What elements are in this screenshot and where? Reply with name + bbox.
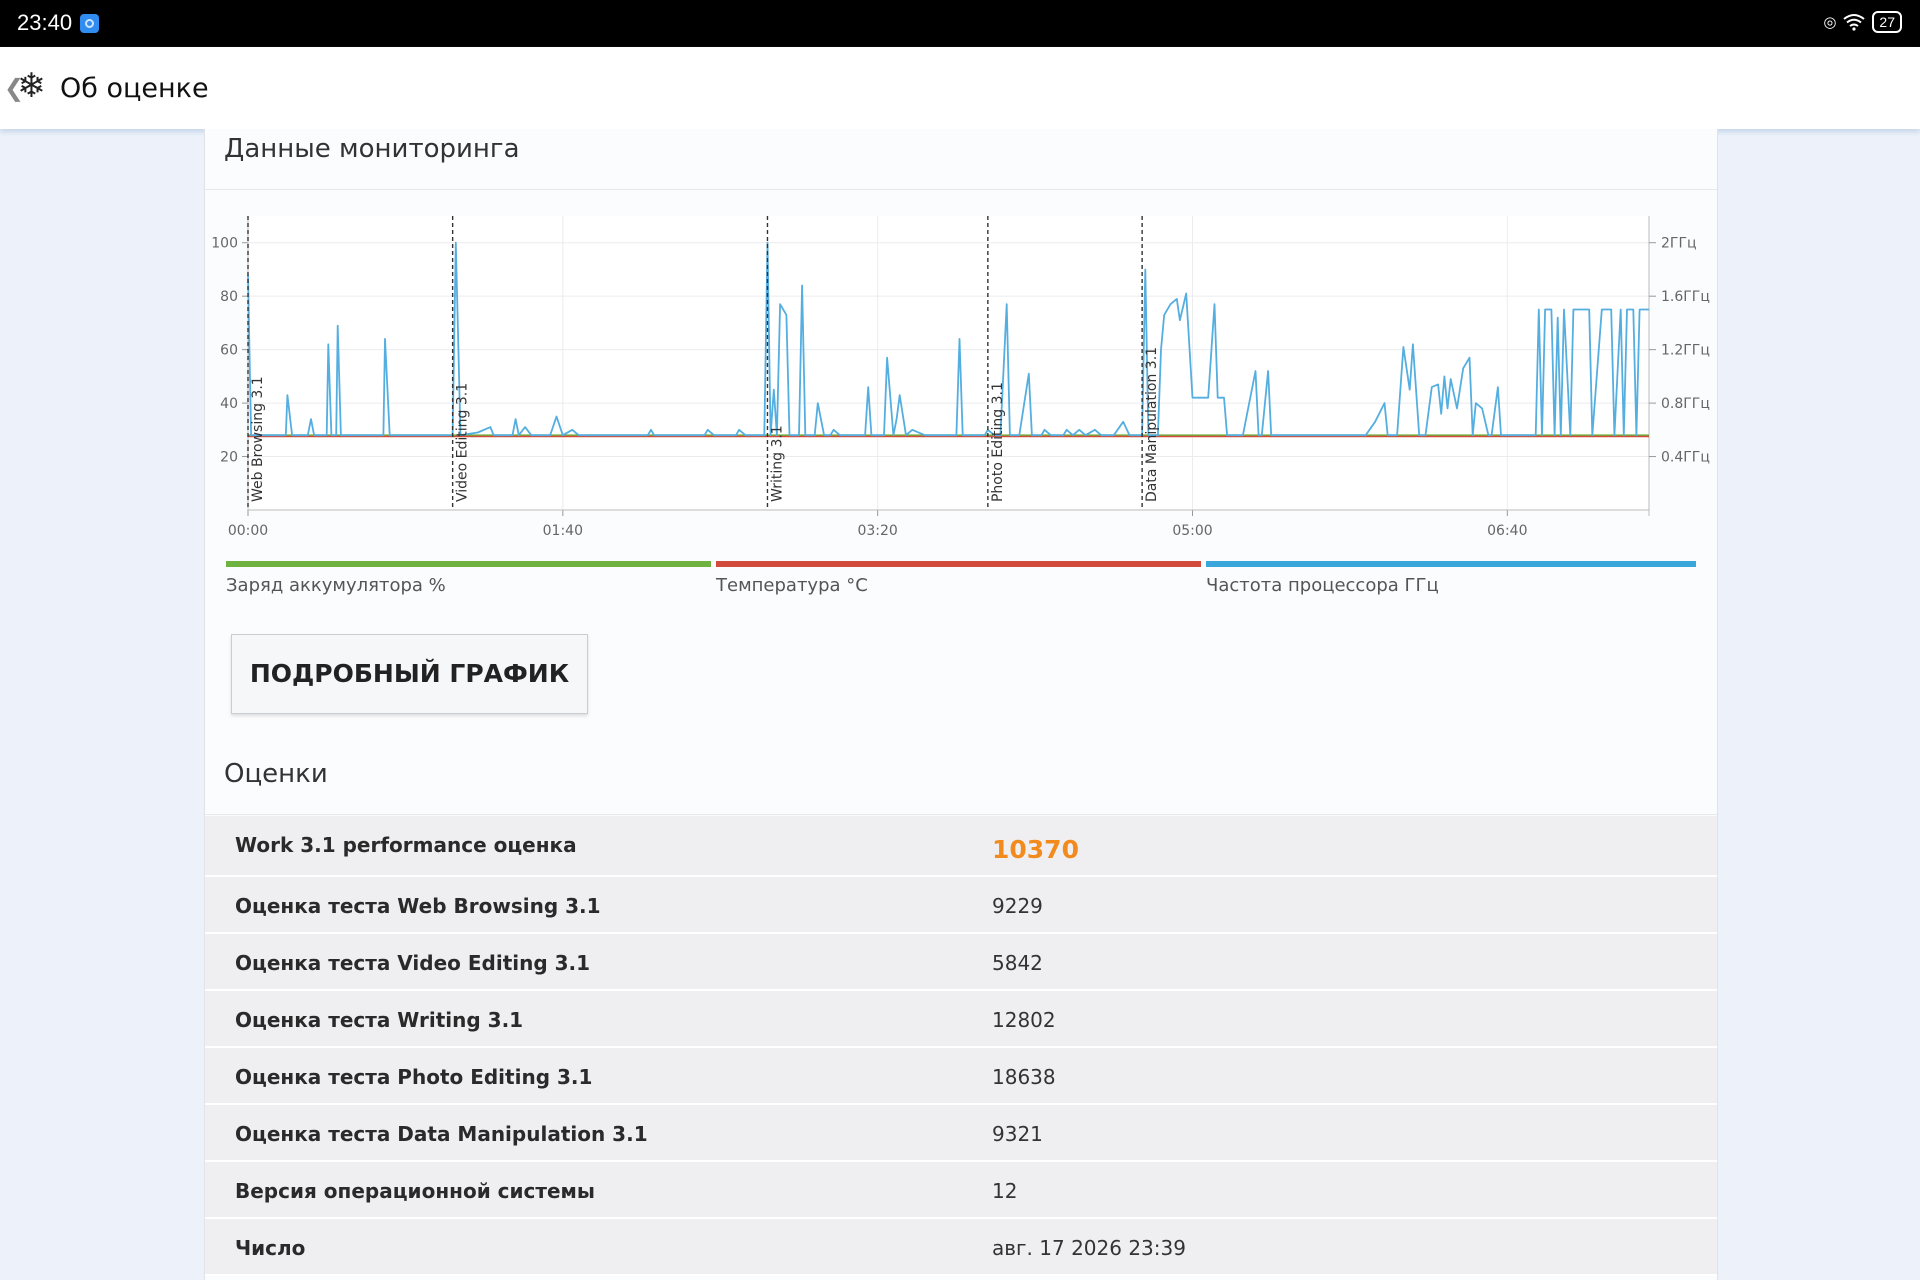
snowflake-icon[interactable]: ❄ — [17, 66, 46, 106]
page-title: Об оценке — [60, 73, 209, 104]
score-value: 9321 — [992, 1122, 1043, 1146]
y-tick-label: 40 — [220, 396, 238, 412]
score-value: 12802 — [992, 1008, 1056, 1032]
y-tick-label: 80 — [220, 289, 238, 305]
score-row: Оценка теста Web Browsing 3.1 9229 — [205, 877, 1717, 934]
wifi-icon — [1843, 14, 1866, 31]
score-row: Оценка теста Photo Editing 3.1 18638 — [205, 1048, 1717, 1105]
y-tick-label: 100 — [211, 236, 238, 252]
legend-battery-label: Заряд аккумулятора % — [226, 575, 446, 596]
score-row: Оценка теста Data Manipulation 3.1 9321 — [205, 1105, 1717, 1162]
test-marker-label: Web Browsing 3.1 — [250, 376, 266, 502]
status-time: 23:40 — [17, 10, 73, 35]
status-bar: 23:40 ◎ 27 — [0, 0, 1920, 47]
y-right-tick-label: 1.6ГГц — [1661, 289, 1710, 305]
score-label: Оценка теста Web Browsing 3.1 — [235, 894, 601, 918]
legend-cpu-frequency-label: Частота процессора ГГц — [1206, 575, 1439, 596]
detailed-chart-button[interactable]: ПОДРОБНЫЙ ГРАФИК — [231, 634, 588, 714]
score-row: Число авг. 17 2026 23:39 — [205, 1219, 1717, 1276]
back-chevron-icon[interactable]: ❮ — [4, 74, 25, 102]
legend-temperature: Температура °C — [716, 561, 1201, 596]
nfc-icon: ◎ — [1823, 13, 1837, 31]
score-value: авг. 17 2026 23:39 — [992, 1236, 1186, 1260]
score-value: 18638 — [992, 1065, 1056, 1089]
test-marker-label: Photo Editing 3.1 — [990, 382, 1006, 502]
test-marker-label: Data Manipulation 3.1 — [1144, 347, 1160, 502]
battery-icon: 27 — [1872, 11, 1902, 33]
divider — [205, 814, 1717, 815]
legend-battery: Заряд аккумулятора % — [226, 561, 711, 596]
series-line-cpu-frequency — [247, 241, 1649, 437]
score-row-overall: Work 3.1 performance оценка 10370 — [205, 816, 1717, 877]
score-value: 9229 — [992, 894, 1043, 918]
legend-cpu-frequency: Частота процессора ГГц — [1206, 561, 1696, 596]
y-tick-label: 20 — [220, 450, 238, 466]
y-right-tick-label: 0.8ГГц — [1661, 396, 1710, 412]
scores-table: Work 3.1 performance оценка 10370 Оценка… — [205, 816, 1717, 1276]
score-row: Оценка теста Video Editing 3.1 5842 — [205, 934, 1717, 991]
y-right-tick-label: 1.2ГГц — [1661, 343, 1710, 359]
x-tick-label: 01:40 — [543, 523, 583, 539]
notification-app-icon — [80, 14, 99, 33]
test-marker-label: Video Editing 3.1 — [455, 383, 471, 502]
scores-title: Оценки — [224, 759, 328, 789]
score-value: 5842 — [992, 951, 1043, 975]
y-right-tick-label: 0.4ГГц — [1661, 450, 1710, 466]
x-tick-label: 05:00 — [1172, 523, 1212, 539]
x-tick-label: 03:20 — [857, 523, 897, 539]
y-right-tick-label: 2ГГц — [1661, 236, 1697, 252]
legend-temperature-swatch — [716, 561, 1201, 567]
monitoring-chart[interactable]: 20 40 60 80 100 00:00 01:40 03:20 05:00 06:40 0.4Г… — [205, 204, 1719, 604]
x-tick-label: 00:00 — [228, 523, 268, 539]
legend-temperature-label: Температура °C — [716, 575, 868, 596]
score-row: Версия операционной системы 12 — [205, 1162, 1717, 1219]
plot-area — [248, 216, 1649, 510]
score-label: Версия операционной системы — [235, 1179, 595, 1203]
x-tick-label: 06:40 — [1487, 523, 1527, 539]
divider — [205, 189, 1717, 190]
app-bar: ❮ ❄ Об оценке — [0, 47, 1920, 129]
y-tick-label: 60 — [220, 343, 238, 359]
legend-cpu-frequency-swatch — [1206, 561, 1696, 567]
score-label: Число — [235, 1236, 306, 1260]
results-card: Данные мониторинга 20 40 60 80 100 00:00 01:40… — [204, 129, 1718, 1280]
status-icons: ◎ 27 — [1823, 11, 1902, 33]
score-value: 12 — [992, 1179, 1018, 1203]
score-label: Оценка теста Writing 3.1 — [235, 1008, 524, 1032]
score-value: 10370 — [992, 835, 1079, 864]
score-label: Work 3.1 performance оценка — [235, 833, 577, 857]
legend-battery-swatch — [226, 561, 711, 567]
test-marker-label: Writing 3.1 — [769, 425, 785, 502]
monitoring-title: Данные мониторинга — [224, 134, 520, 164]
score-row: Оценка теста Writing 3.1 12802 — [205, 991, 1717, 1048]
score-label: Оценка теста Video Editing 3.1 — [235, 951, 591, 975]
score-label: Оценка теста Photo Editing 3.1 — [235, 1065, 593, 1089]
score-label: Оценка теста Data Manipulation 3.1 — [235, 1122, 648, 1146]
